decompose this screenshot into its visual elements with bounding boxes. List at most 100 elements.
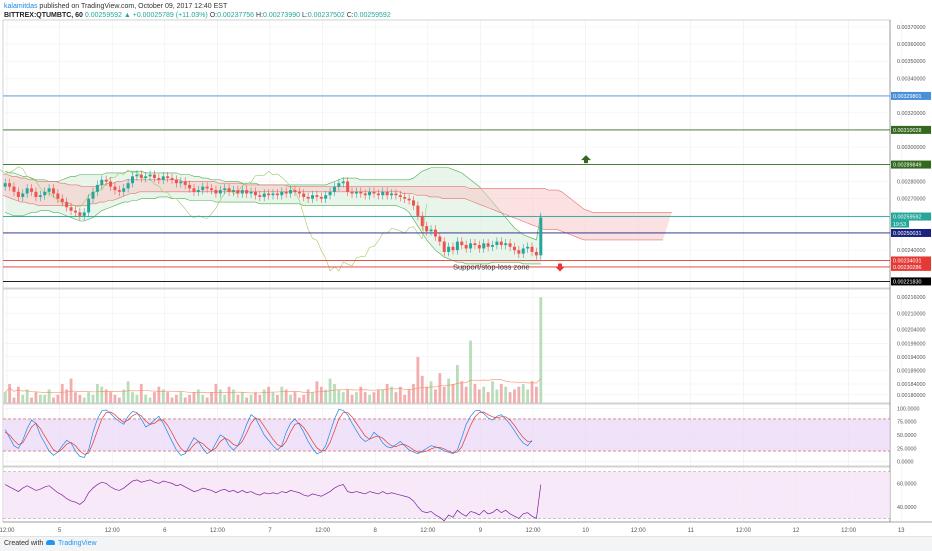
volume-bar [122, 389, 126, 403]
level-badge-label: 0.00250031 [893, 231, 921, 237]
candle-body [192, 188, 196, 192]
candle-body [398, 195, 402, 197]
candle-body [324, 195, 328, 199]
candle-body [135, 174, 139, 177]
candle-body [464, 245, 468, 249]
volume-bar [359, 386, 363, 403]
candle-body [275, 193, 279, 196]
candle-body [473, 243, 477, 246]
price-tick-label: 0.00280000 [897, 179, 925, 185]
level-badge-label: 0.00234031 [893, 258, 921, 264]
high-label: H: [256, 12, 264, 19]
candle-body [499, 241, 503, 246]
candle-body [188, 184, 192, 189]
candle-body [16, 191, 20, 197]
time-tick-label: 12:00 [525, 528, 541, 534]
candle-body [183, 181, 187, 185]
ichimoku-span-b [2, 191, 663, 241]
time-tick-label: 12 [793, 528, 800, 534]
close-label: C: [346, 12, 354, 19]
level-badge [891, 91, 931, 100]
tradingview-cloud-icon [46, 540, 55, 545]
level-badge-label: 0.00221830 [893, 279, 921, 285]
candle-body [47, 188, 51, 192]
volume-bar [214, 384, 218, 403]
candle-body [363, 193, 367, 196]
candle-body [95, 184, 99, 192]
volume-bar [175, 394, 178, 403]
volume-bar [43, 394, 47, 403]
time-tick-label: 12:00 [210, 528, 226, 534]
volume-bar [306, 389, 310, 403]
volume-bar [47, 389, 51, 403]
candle-body [486, 243, 490, 247]
candle-body [482, 243, 486, 249]
candle-body [491, 245, 495, 247]
annotation-text: Support/stop-loss zone [453, 263, 530, 272]
time-tick-label: 8 [374, 528, 378, 534]
volume-bar [157, 386, 161, 403]
candle-body [368, 191, 372, 196]
candle-body [495, 241, 499, 246]
price-tick-label: 0.00300000 [897, 145, 925, 151]
candle-body [311, 195, 315, 199]
volume-bar [526, 389, 530, 403]
candle-body [21, 193, 25, 197]
volume-bar [355, 392, 358, 403]
candle-body [245, 190, 249, 194]
candle-body [442, 241, 446, 252]
candle-body [477, 245, 481, 249]
volume-bar [179, 392, 183, 403]
tradingview-link[interactable]: TradingView [58, 540, 97, 547]
candle-body [394, 193, 398, 196]
time-tick-label: 11 [688, 528, 695, 534]
candle-body [12, 186, 16, 192]
candle-body [504, 243, 508, 246]
candle-body [214, 190, 218, 194]
candle-body [385, 191, 389, 196]
candle-body [350, 191, 354, 194]
candle-body [425, 226, 429, 232]
volume-bar [477, 389, 481, 403]
candle-body [267, 193, 271, 196]
volume-bar [530, 381, 534, 403]
volume-bar [69, 378, 73, 403]
volume-bar [341, 392, 345, 403]
stoch-k-line [4, 408, 533, 458]
candle-body [179, 181, 183, 184]
candle-body [249, 191, 253, 194]
volume-bar [469, 340, 472, 403]
candle-body [420, 215, 424, 227]
last-price: 0.00259592 [84, 12, 122, 19]
open-label: O: [209, 12, 218, 19]
candle-body [411, 200, 415, 206]
volume-bar [262, 389, 266, 403]
time-tick-label: 6 [163, 528, 167, 534]
volume-bar [82, 397, 86, 403]
candle-body [148, 174, 152, 177]
candle-body [113, 186, 117, 191]
candle-body [166, 176, 170, 179]
level-badge-label: 0.00230286 [893, 265, 921, 271]
candle-body [104, 179, 108, 182]
candle-body [218, 190, 222, 194]
stoch-d-line [5, 411, 533, 455]
candle-body [161, 176, 165, 180]
volume-bar [196, 389, 200, 403]
volume-bar [183, 397, 187, 403]
candle-body [354, 191, 358, 194]
candle-body [8, 183, 12, 187]
candle-body [87, 198, 91, 213]
volume-bar [495, 389, 499, 403]
time-tick-label: 12:00 [841, 528, 857, 534]
volume-bar [236, 394, 240, 403]
created-with-text: Created with [4, 540, 44, 547]
candle-body [174, 179, 178, 184]
symbol-info: BITTREX:QTUMBTC, 60 0.00259592 ▲ +0.0002… [4, 11, 391, 20]
candle-body [302, 193, 306, 197]
volume-bar [258, 394, 262, 403]
volume-bar [95, 384, 99, 403]
volume-bar [464, 386, 468, 403]
candle-body [109, 181, 113, 187]
author-link[interactable]: kalamitdas [4, 3, 38, 10]
